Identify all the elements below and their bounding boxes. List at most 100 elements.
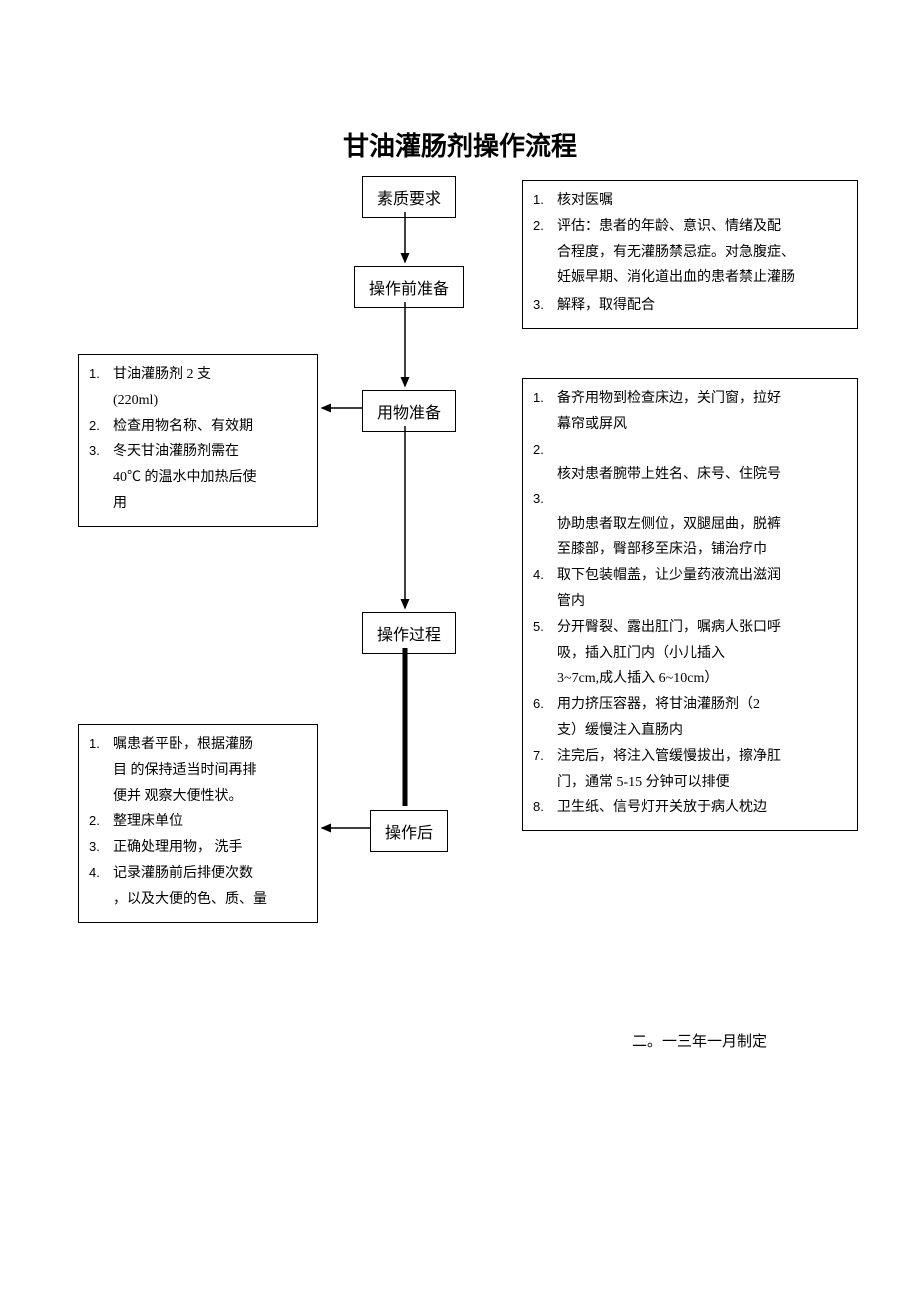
list-text: ，以及大便的色、质、量: [113, 888, 307, 912]
list-item: 2.评估：患者的年龄、意识、情绪及配: [533, 215, 847, 239]
list-number: 8.: [533, 796, 557, 820]
flow-node-process: 操作过程: [362, 612, 456, 654]
list-text: 管内: [557, 590, 847, 614]
list-text: 3~7cm,成人插入 6~10cm）: [557, 667, 847, 691]
list-number: [533, 413, 557, 437]
list-number: 5.: [533, 616, 557, 640]
list-text: 嘱患者平卧，根据灌肠: [113, 733, 307, 757]
list-item: (220ml): [89, 389, 307, 413]
flow-node-after: 操作后: [370, 810, 448, 852]
list-item: 幕帘或屏风: [533, 413, 847, 437]
list-text: 核对医嘱: [557, 189, 847, 213]
note-preparation-right: 1.核对医嘱2.评估：患者的年龄、意识、情绪及配合程度，有无灌肠禁忌症。对急腹症…: [522, 180, 858, 329]
list-text: 门，通常 5-15 分钟可以排便: [557, 771, 847, 795]
list-text: 核对患者腕带上姓名、床号、住院号: [557, 463, 847, 487]
list-number: 1.: [533, 189, 557, 213]
flow-node-supplies: 用物准备: [362, 390, 456, 432]
list-number: 2.: [89, 415, 113, 439]
list-number: 7.: [533, 745, 557, 769]
list-item: 1.核对医嘱: [533, 189, 847, 213]
list-text: 便并 观察大便性状。: [113, 785, 307, 809]
note-after-left: 1.嘱患者平卧，根据灌肠目 的保持适当时间再排便并 观察大便性状。2.整理床单位…: [78, 724, 318, 923]
list-text: 分开臀裂、露出肛门，嘱病人张口呼: [557, 616, 847, 640]
list-text: 正确处理用物， 洗手: [113, 836, 307, 860]
list-item: 4.取下包装帽盖，让少量药液流出滋润: [533, 564, 847, 588]
list-item: 用: [89, 492, 307, 516]
list-item: 协助患者取左侧位，双腿屈曲，脱裤: [533, 513, 847, 537]
flow-node-preparation: 操作前准备: [354, 266, 464, 308]
list-text: 目 的保持适当时间再排: [113, 759, 307, 783]
list-item: 3.解释，取得配合: [533, 294, 847, 318]
list-number: 6.: [533, 693, 557, 717]
list-item: 2.检查用物名称、有效期: [89, 415, 307, 439]
list-text: 卫生纸、信号灯开关放于病人枕边: [557, 796, 847, 820]
list-item: 支）缓慢注入直肠内: [533, 719, 847, 743]
list-item: 1.嘱患者平卧，根据灌肠: [89, 733, 307, 757]
list-number: 1.: [89, 733, 113, 757]
list-number: [533, 241, 557, 265]
list-number: [533, 590, 557, 614]
list-number: [89, 759, 113, 783]
list-number: 4.: [533, 564, 557, 588]
footer-date: 二。一三年一月制定: [632, 1030, 767, 1051]
list-number: [533, 667, 557, 691]
list-number: 3.: [89, 836, 113, 860]
list-text: 注完后，将注入管缓慢拔出，擦净肛: [557, 745, 847, 769]
list-number: 3.: [533, 294, 557, 318]
list-text: 支）缓慢注入直肠内: [557, 719, 847, 743]
list-item: 1.备齐用物到检查床边，关门窗，拉好: [533, 387, 847, 411]
list-number: 2.: [533, 215, 557, 239]
list-text: 解释，取得配合: [557, 294, 847, 318]
list-number: [533, 719, 557, 743]
list-text: 取下包装帽盖，让少量药液流出滋润: [557, 564, 847, 588]
list-text: 合程度，有无灌肠禁忌症。对急腹症、: [557, 241, 847, 265]
list-number: [89, 389, 113, 413]
list-number: [533, 463, 557, 487]
list-text: [557, 488, 847, 510]
list-number: [89, 785, 113, 809]
list-item: 2.整理床单位: [89, 810, 307, 834]
list-item: 40℃ 的温水中加热后使: [89, 466, 307, 490]
list-item: 目 的保持适当时间再排: [89, 759, 307, 783]
list-item: 8.卫生纸、信号灯开关放于病人枕边: [533, 796, 847, 820]
list-text: 协助患者取左侧位，双腿屈曲，脱裤: [557, 513, 847, 537]
list-item: 5.分开臀裂、露出肛门，嘱病人张口呼: [533, 616, 847, 640]
list-text: 妊娠早期、消化道出血的患者禁止灌肠: [557, 266, 847, 290]
list-number: 1.: [533, 387, 557, 411]
note-process-right: 1.备齐用物到检查床边，关门窗，拉好幕帘或屏风2.核对患者腕带上姓名、床号、住院…: [522, 378, 858, 831]
list-item: 便并 观察大便性状。: [89, 785, 307, 809]
list-number: [89, 888, 113, 912]
list-item: 管内: [533, 590, 847, 614]
list-number: [89, 466, 113, 490]
list-item: 4.记录灌肠前后排便次数: [89, 862, 307, 886]
list-number: 1.: [89, 363, 113, 387]
list-text: 幕帘或屏风: [557, 413, 847, 437]
list-text: 冬天甘油灌肠剂需在: [113, 440, 307, 464]
list-text: 整理床单位: [113, 810, 307, 834]
list-number: [533, 642, 557, 666]
list-text: 甘油灌肠剂 2 支: [113, 363, 307, 387]
list-number: [533, 513, 557, 537]
list-number: [533, 538, 557, 562]
note-supplies-left: 1.甘油灌肠剂 2 支(220ml)2.检查用物名称、有效期3.冬天甘油灌肠剂需…: [78, 354, 318, 527]
list-item: 3.正确处理用物， 洗手: [89, 836, 307, 860]
list-item: 7.注完后，将注入管缓慢拔出，擦净肛: [533, 745, 847, 769]
list-item: 吸，插入肛门内（小儿插入: [533, 642, 847, 666]
list-number: [533, 266, 557, 290]
list-item: 合程度，有无灌肠禁忌症。对急腹症、: [533, 241, 847, 265]
list-text: 40℃ 的温水中加热后使: [113, 466, 307, 490]
list-text: 用力挤压容器，将甘油灌肠剂（2: [557, 693, 847, 717]
list-item: 6.用力挤压容器，将甘油灌肠剂（2: [533, 693, 847, 717]
list-text: [557, 439, 847, 461]
list-text: 记录灌肠前后排便次数: [113, 862, 307, 886]
flow-node-quality: 素质要求: [362, 176, 456, 218]
list-text: (220ml): [113, 389, 307, 413]
list-item: 核对患者腕带上姓名、床号、住院号: [533, 463, 847, 487]
list-item: 3~7cm,成人插入 6~10cm）: [533, 667, 847, 691]
list-item: 妊娠早期、消化道出血的患者禁止灌肠: [533, 266, 847, 290]
list-number: [533, 771, 557, 795]
list-item: 门，通常 5-15 分钟可以排便: [533, 771, 847, 795]
list-number: 2.: [533, 439, 557, 461]
page-title: 甘油灌肠剂操作流程: [0, 126, 920, 163]
list-item: 2.: [533, 439, 847, 461]
